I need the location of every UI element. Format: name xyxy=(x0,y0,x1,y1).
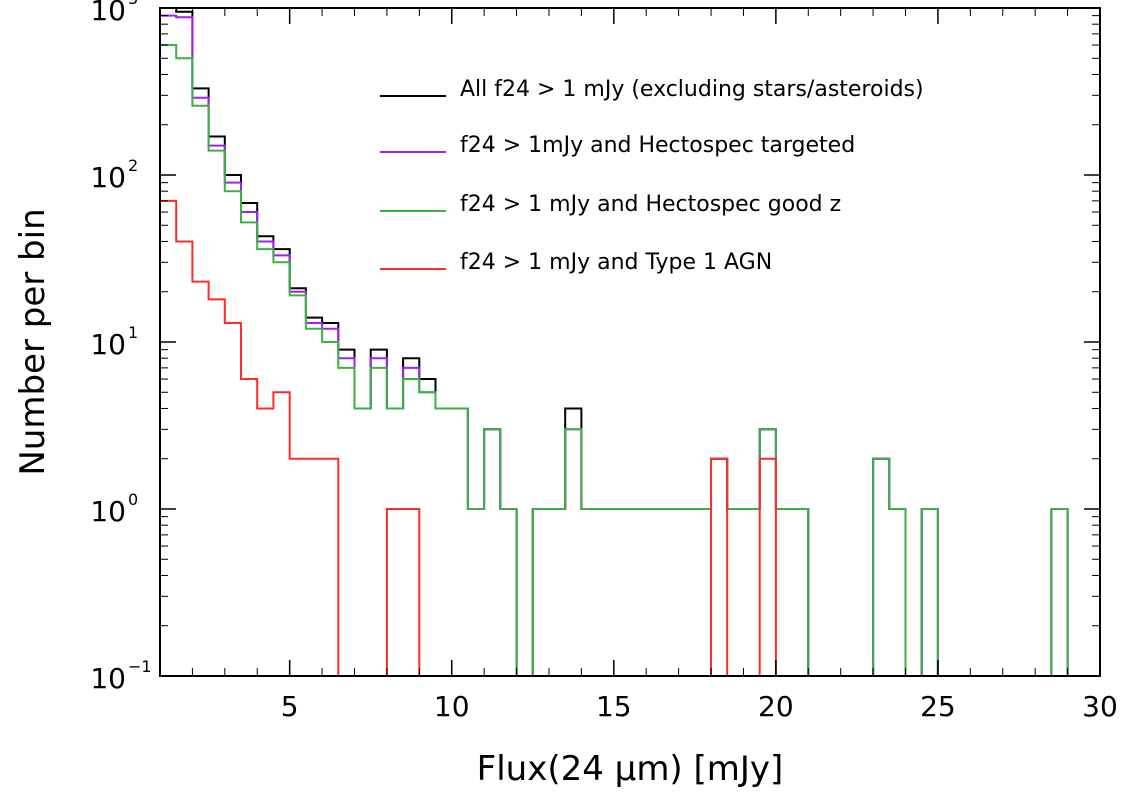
x-axis-label: Flux(24 μm) [mJy] xyxy=(477,749,784,789)
y-tick-exponent: 1 xyxy=(128,323,138,342)
y-tick-exponent: 0 xyxy=(128,490,138,509)
y-tick-label: 10 xyxy=(90,161,126,194)
legend: All f24 > 1 mJy (excluding stars/asteroi… xyxy=(380,77,924,275)
y-tick-label: 10 xyxy=(90,328,126,361)
x-tick-label: 30 xyxy=(1082,690,1118,723)
legend-label-2: f24 > 1 mJy and Hectospec good z xyxy=(460,192,841,217)
legend-label-1: f24 > 1mJy and Hectospec targeted xyxy=(460,133,855,158)
y-axis-label: Number per bin xyxy=(13,208,53,475)
x-tick-label: 20 xyxy=(758,690,794,723)
x-tick-label: 10 xyxy=(434,690,470,723)
legend-label-3: f24 > 1 mJy and Type 1 AGN xyxy=(460,250,772,275)
y-tick-exponent: 3 xyxy=(128,0,138,8)
y-tick-label: 10 xyxy=(90,0,126,27)
y-tick-label: 10 xyxy=(90,495,126,528)
legend-label-0: All f24 > 1 mJy (excluding stars/asteroi… xyxy=(460,77,924,102)
ticks-layer: 5101520253010310210110010−1 xyxy=(90,0,1117,723)
y-tick-label: 10 xyxy=(90,662,126,695)
x-tick-label: 5 xyxy=(281,690,299,723)
x-tick-label: 15 xyxy=(596,690,632,723)
y-tick-exponent: −1 xyxy=(128,657,152,676)
x-tick-label: 25 xyxy=(920,690,956,723)
y-tick-exponent: 2 xyxy=(128,156,138,175)
